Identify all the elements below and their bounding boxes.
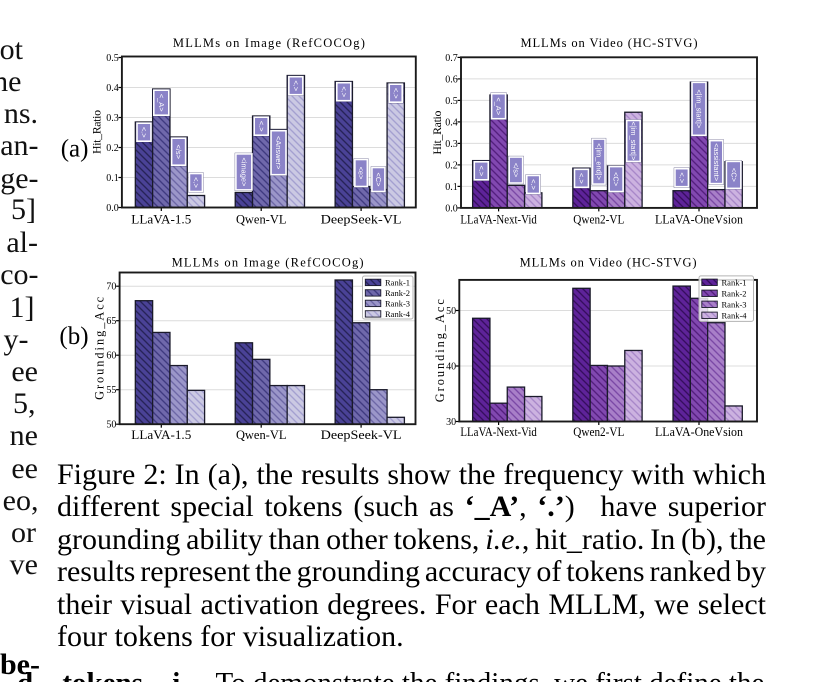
svg-text:LLaVA-1.5: LLaVA-1.5 bbox=[131, 428, 191, 442]
svg-text:0.1: 0.1 bbox=[106, 173, 119, 184]
svg-text:<.>: <.> bbox=[477, 165, 486, 176]
svg-text:0.6: 0.6 bbox=[445, 74, 458, 85]
svg-text:Qwen2-VL: Qwen2-VL bbox=[573, 425, 624, 439]
svg-text:<.>: <.> bbox=[257, 121, 266, 132]
svg-text:<.>: <.> bbox=[140, 127, 149, 138]
svg-text:Hit_Ratio: Hit_Ratio bbox=[90, 110, 104, 154]
svg-text:<.>: <.> bbox=[577, 173, 586, 184]
svg-text:<_A>: <_A> bbox=[494, 97, 503, 115]
svg-text:0.1: 0.1 bbox=[445, 182, 458, 193]
svg-text:0.3: 0.3 bbox=[445, 139, 458, 150]
svg-text:(a): (a) bbox=[61, 136, 89, 163]
svg-text:<.>: <.> bbox=[291, 80, 300, 91]
svg-text:0.2: 0.2 bbox=[445, 160, 458, 171]
svg-text:0.2: 0.2 bbox=[106, 143, 119, 154]
svg-text:LLaVA-1.5: LLaVA-1.5 bbox=[131, 212, 191, 226]
svg-text:MLLMs on Image (RefCOCOg): MLLMs on Image (RefCOCOg) bbox=[172, 256, 364, 270]
svg-text:0.4: 0.4 bbox=[445, 117, 458, 128]
svg-text:<Answer>: <Answer> bbox=[274, 136, 283, 169]
svg-text:Rank-4: Rank-4 bbox=[385, 309, 411, 319]
svg-text:<|im_end|>: <|im_end|> bbox=[594, 143, 603, 180]
svg-text:Rank-2: Rank-2 bbox=[385, 288, 410, 298]
svg-text:Rank-2: Rank-2 bbox=[722, 288, 747, 298]
svg-text:Rank-1: Rank-1 bbox=[722, 277, 747, 287]
svg-text:Grounding_Acc: Grounding_Acc bbox=[92, 296, 106, 400]
svg-text:Rank-4: Rank-4 bbox=[722, 310, 748, 320]
svg-text:<C>: <C> bbox=[729, 168, 738, 182]
svg-text:<assistant>: <assistant> bbox=[712, 143, 721, 181]
svg-text:0.0: 0.0 bbox=[106, 203, 119, 214]
svg-text:<|im_start|>: <|im_start|> bbox=[695, 89, 704, 128]
svg-text:Rank-3: Rank-3 bbox=[722, 299, 747, 309]
svg-text:MLLMs on Image (RefCOCOg): MLLMs on Image (RefCOCOg) bbox=[173, 36, 365, 50]
svg-text:<C>: <C> bbox=[612, 172, 621, 186]
svg-text:<C>: <C> bbox=[374, 173, 383, 187]
svg-text:50: 50 bbox=[106, 420, 116, 431]
svg-text:<.>: <.> bbox=[391, 88, 400, 99]
svg-text:40: 40 bbox=[446, 361, 456, 372]
svg-text:<e>: <e> bbox=[357, 167, 366, 180]
svg-text:<.>: <.> bbox=[192, 177, 201, 188]
svg-text:0.5: 0.5 bbox=[106, 53, 119, 64]
svg-text:<_A>: <_A> bbox=[157, 94, 166, 112]
svg-text:<.>: <.> bbox=[677, 172, 686, 183]
svg-text:Qwen2-VL: Qwen2-VL bbox=[573, 212, 624, 226]
svg-text:MLLMs on Video (HC-STVG): MLLMs on Video (HC-STVG) bbox=[520, 256, 697, 270]
svg-text:LLaVA-Next-Vid: LLaVA-Next-Vid bbox=[460, 212, 537, 226]
svg-text:<.>: <.> bbox=[529, 179, 538, 190]
svg-text:Qwen-VL: Qwen-VL bbox=[236, 428, 287, 442]
svg-text:Rank-1: Rank-1 bbox=[385, 277, 410, 287]
svg-text:30: 30 bbox=[446, 417, 456, 428]
svg-text:LLaVA-Next-Vid: LLaVA-Next-Vid bbox=[460, 425, 537, 439]
svg-text:60: 60 bbox=[106, 351, 116, 362]
svg-text:</s>: </s> bbox=[512, 163, 521, 177]
svg-text:(b): (b) bbox=[59, 323, 88, 350]
svg-text:Qwen-VL: Qwen-VL bbox=[236, 212, 287, 226]
svg-text:0.0: 0.0 bbox=[445, 203, 458, 214]
svg-text:Hit_Ratio: Hit_Ratio bbox=[430, 111, 444, 155]
svg-text:0.3: 0.3 bbox=[106, 113, 119, 124]
svg-text:50: 50 bbox=[446, 306, 456, 317]
svg-text:<image>: <image> bbox=[239, 158, 248, 187]
svg-text:65: 65 bbox=[106, 316, 116, 327]
svg-text:LLaVA-OneVsion: LLaVA-OneVsion bbox=[655, 425, 744, 439]
svg-text:<|im_start|>: <|im_start|> bbox=[629, 122, 638, 161]
svg-text:0.5: 0.5 bbox=[445, 96, 458, 107]
svg-text:Rank-3: Rank-3 bbox=[385, 298, 410, 308]
svg-text:<.>: <.> bbox=[339, 86, 348, 97]
svg-text:DeepSeek-VL: DeepSeek-VL bbox=[321, 428, 402, 442]
svg-text:0.4: 0.4 bbox=[106, 83, 119, 94]
svg-text:MLLMs on Video (HC-STVG): MLLMs on Video (HC-STVG) bbox=[521, 36, 698, 50]
svg-text:LLaVA-OneVsion: LLaVA-OneVsion bbox=[655, 212, 744, 226]
svg-text:70: 70 bbox=[106, 282, 116, 293]
svg-text:0.7: 0.7 bbox=[445, 53, 458, 64]
svg-text:DeepSeek-VL: DeepSeek-VL bbox=[321, 212, 402, 226]
svg-text:Grounding_Acc: Grounding_Acc bbox=[433, 299, 447, 403]
svg-text:</s>: </s> bbox=[174, 145, 183, 159]
svg-text:55: 55 bbox=[106, 385, 116, 396]
